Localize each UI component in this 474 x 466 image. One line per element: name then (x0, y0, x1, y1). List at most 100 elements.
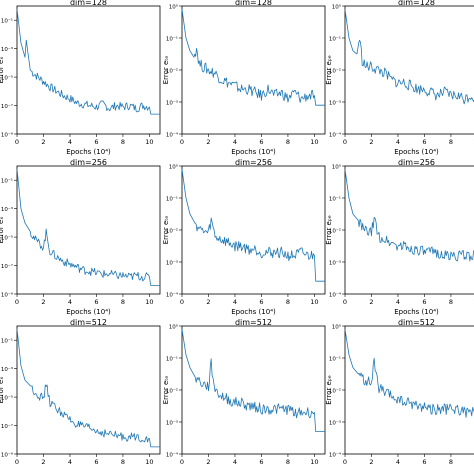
x-tick-label: 2 (369, 458, 373, 466)
x-tick-label: 6 (259, 138, 263, 146)
y-tick-label: 10⁻⁴ (166, 292, 179, 299)
axes-frame (16, 165, 161, 295)
x-tick-label: 10 (310, 458, 318, 466)
x-tick-label: 0 (180, 458, 184, 466)
y-tick-label: 10⁻³ (1, 46, 13, 53)
x-tick-label: 0 (180, 298, 184, 306)
x-tick-label: 2 (206, 298, 210, 306)
subplot-title: dim=128 (70, 0, 107, 7)
series-line (181, 169, 325, 282)
y-tick-label: 10⁻⁹ (1, 132, 13, 139)
y-tick-label: 10⁰ (332, 324, 342, 331)
x-tick-label: 8 (121, 298, 125, 306)
subplot-r2c1: dim=512024681010⁻⁴10⁻³10⁻²10⁻¹10⁰Epochs … (162, 318, 326, 466)
x-tick-label: 10 (145, 458, 153, 466)
x-tick-label: 2 (369, 138, 373, 146)
x-tick-label: 0 (343, 138, 347, 146)
y-axis-label: Error eₓ (0, 57, 5, 84)
series-line (16, 8, 160, 115)
x-tick-label: 4 (233, 298, 237, 306)
x-tick-label: 2 (41, 458, 45, 466)
subplot-title: dim=128 (235, 0, 272, 7)
y-tick-label: 10⁻⁷ (1, 263, 13, 270)
x-tick-label: 0 (15, 138, 19, 146)
x-tick-label: 4 (396, 138, 400, 146)
y-tick-label: 10⁻³ (329, 260, 341, 267)
series-line (16, 168, 160, 286)
x-tick-label: 6 (94, 298, 98, 306)
x-tick-label: 0 (343, 298, 347, 306)
y-tick-label: 10⁻³ (166, 260, 178, 267)
y-tick-label: 10⁻² (329, 68, 341, 75)
y-tick-label: 10⁻⁷ (1, 103, 13, 110)
axes-frame (181, 325, 326, 455)
y-axis-label: Error eₜₑ (162, 376, 170, 405)
y-tick-label: 10⁻¹ (166, 356, 178, 363)
x-tick-label: 8 (121, 138, 125, 146)
y-tick-label: 10⁻¹ (1, 18, 13, 25)
series-line (344, 329, 474, 418)
y-axis-label: Error eₚₑ (325, 215, 333, 245)
y-tick-label: 10⁻³ (166, 420, 178, 427)
subplot-title: dim=256 (398, 158, 435, 167)
x-tick-label: 2 (41, 138, 45, 146)
x-tick-label: 8 (449, 138, 453, 146)
y-tick-label: 10⁻¹ (166, 36, 178, 43)
y-tick-label: 10⁻² (166, 228, 178, 235)
y-tick-label: 10⁻⁴ (329, 452, 342, 459)
series-line (16, 328, 160, 448)
x-tick-label: 4 (396, 298, 400, 306)
axes-frame (181, 165, 326, 295)
x-tick-label: 6 (422, 298, 426, 306)
y-tick-label: 10⁻⁴ (329, 292, 342, 299)
y-tick-label: 10⁻¹ (329, 36, 341, 43)
x-tick-label: 0 (15, 298, 19, 306)
subplot-title: dim=256 (70, 158, 107, 167)
axes-frame (16, 5, 161, 135)
x-tick-label: 10 (145, 298, 153, 306)
y-tick-label: 10⁻⁹ (1, 452, 13, 459)
series-line (344, 169, 474, 262)
y-tick-label: 10⁰ (169, 4, 179, 11)
subplot-r1c0: dim=256 0 2 4 6 8 10 10⁻⁹ 10⁻⁷ 10⁻⁵ 10⁻³ 10⁻¹ Epochs… (0, 158, 161, 316)
y-axis-label: Error eₚₑ (325, 375, 333, 405)
series-line (344, 9, 474, 105)
y-tick-label: 10⁻³ (329, 100, 341, 107)
y-axis-label: Error eₓ (0, 217, 5, 244)
x-tick-label: 4 (396, 458, 400, 466)
series-line (181, 9, 325, 106)
subplot-title: dim=512 (235, 318, 272, 327)
axes-frame (344, 5, 474, 135)
x-tick-label: 0 (343, 458, 347, 466)
subplot-r0c1: dim=128 0 2 4 6 8 10 10⁻⁴ 10⁻³ 10⁻² 10⁻¹ 10⁰ Epochs … (162, 0, 326, 156)
y-axis-label: Error eₓ (0, 377, 5, 404)
x-tick-label: 4 (233, 138, 237, 146)
x-tick-label: 2 (41, 298, 45, 306)
x-axis-label: Epochs (10⁴) (66, 308, 111, 316)
subplot-r0c0: dim=128 0 2 4 6 8 10 10⁻⁹ 10⁻⁷ 10⁻⁵ 10⁻³ 10⁻¹ Epochs… (0, 0, 161, 156)
y-tick-label: 10⁻¹ (1, 178, 13, 185)
subplot-title: dim=128 (398, 0, 435, 7)
x-axis-label: Epochs (10⁴) (394, 148, 439, 156)
subplot-r1c1: dim=256 0 2 4 6 8 10 10⁻⁴ 10⁻³ 10⁻² 10⁻¹ 10⁰ Epochs … (162, 158, 326, 316)
y-tick-label: 10⁰ (169, 164, 179, 171)
y-tick-label: 10⁻⁵ (1, 235, 13, 242)
x-tick-label: 8 (449, 458, 453, 466)
x-tick-label: 2 (206, 458, 210, 466)
y-tick-label: 10⁻³ (1, 366, 13, 373)
y-axis-label: Error eₚₑ (325, 55, 333, 85)
axes-frame (181, 5, 326, 135)
subplot-title: dim=512 (398, 318, 435, 327)
series-line (181, 329, 325, 433)
y-tick-label: 10⁻⁴ (166, 452, 179, 459)
y-tick-label: 10⁻⁴ (329, 132, 342, 139)
y-tick-label: 10⁻¹ (329, 196, 341, 203)
y-tick-label: 10⁻⁵ (1, 395, 13, 402)
x-axis-label: Epochs (10⁴) (66, 148, 111, 156)
y-tick-label: 10⁻² (166, 68, 178, 75)
y-tick-label: 10⁻¹ (1, 338, 13, 345)
y-tick-label: 10⁻² (166, 388, 178, 395)
x-tick-label: 8 (121, 458, 125, 466)
y-tick-label: 10⁻³ (1, 206, 13, 213)
x-axis-label: Epochs (10⁴) (231, 308, 276, 316)
